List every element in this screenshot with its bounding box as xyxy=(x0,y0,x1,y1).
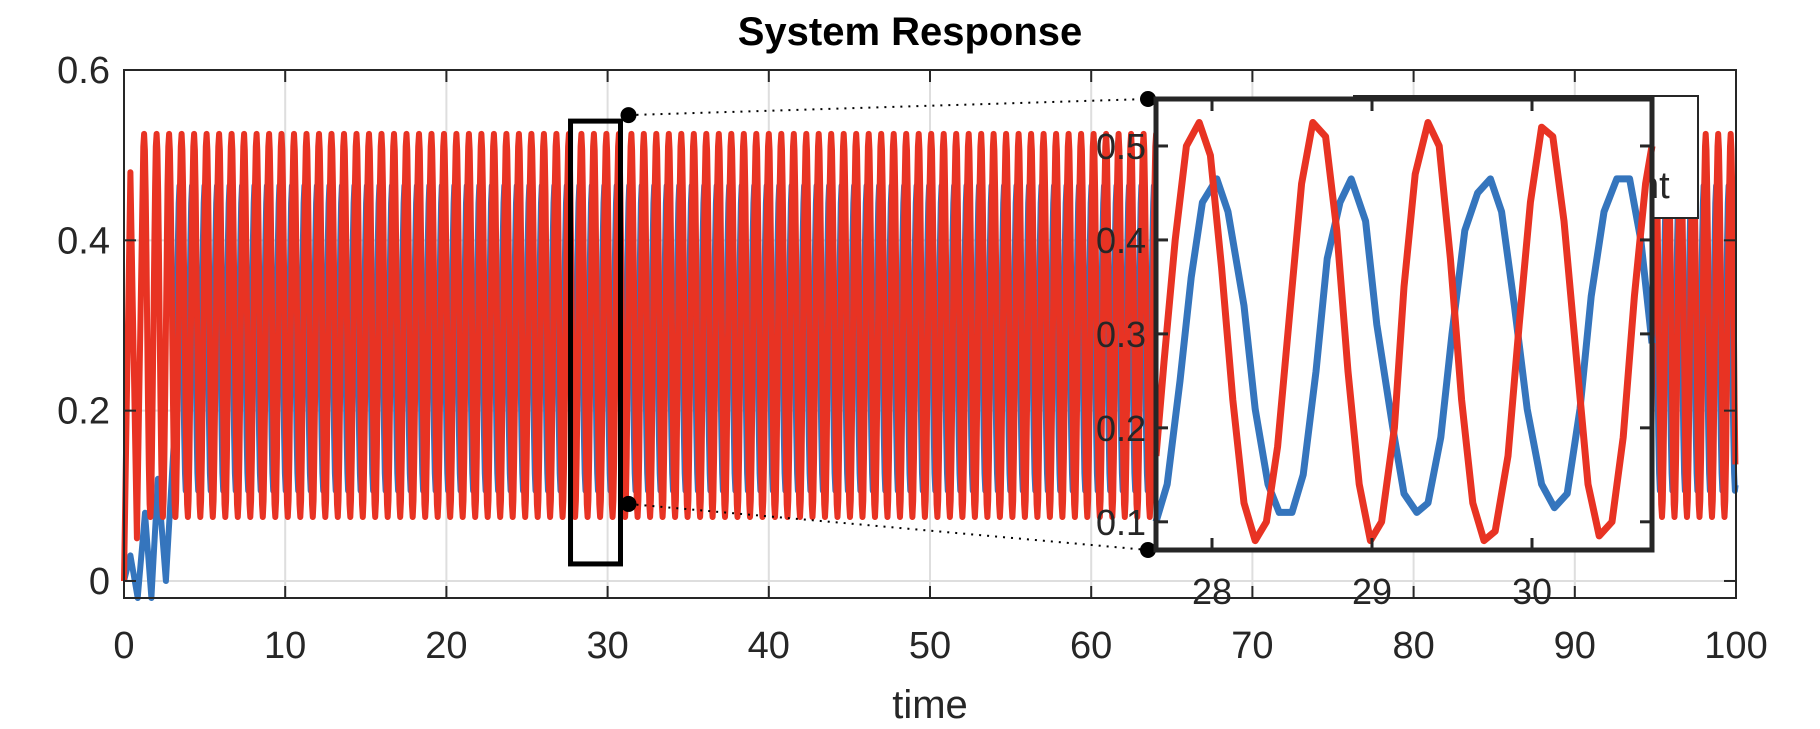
inset-y-tick-label: 0.5 xyxy=(1096,126,1146,167)
connector-line xyxy=(628,98,1149,117)
x-tick-label: 80 xyxy=(1392,625,1434,667)
inset-y-tick-label: 0.4 xyxy=(1096,220,1146,261)
zoom-region-box xyxy=(568,118,623,567)
x-tick-label: 30 xyxy=(586,625,628,667)
inset-y-tick-label: 0.2 xyxy=(1096,408,1146,449)
inset-y-tick-label: 0.1 xyxy=(1096,502,1146,543)
connector-dot xyxy=(620,495,637,512)
x-tick-label: 70 xyxy=(1231,625,1273,667)
connector-dot xyxy=(1140,542,1156,558)
x-tick-label: 40 xyxy=(748,625,790,667)
inset-axis-ticks: 28 29 30 0.1 0.2 0.3 0.4 0.5 xyxy=(1096,99,1652,612)
connector-dot xyxy=(1140,91,1156,107)
inset-x-tick-label: 28 xyxy=(1192,571,1232,612)
inset-x-tick-label: 29 xyxy=(1352,571,1392,612)
inset-series-group xyxy=(1152,119,1656,545)
inset-series-line-red xyxy=(1152,119,1656,545)
inset-frame xyxy=(1153,96,1655,553)
zoom-connector-lines xyxy=(620,91,1156,558)
x-axis-label: time xyxy=(892,683,968,724)
y-tick-label: 0.4 xyxy=(57,220,110,262)
chart-title: System Response xyxy=(738,10,1083,54)
inset-x-tick-label: 30 xyxy=(1512,571,1552,612)
y-tick-label: 0 xyxy=(89,561,110,603)
y-tick-label: 0.2 xyxy=(57,391,110,433)
x-tick-label: 50 xyxy=(909,625,951,667)
x-tick-label: 20 xyxy=(425,625,467,667)
inset-series-line-blue xyxy=(1152,175,1656,523)
inset-y-tick-label: 0.3 xyxy=(1096,314,1146,355)
x-tick-label: 100 xyxy=(1704,625,1767,667)
inset-axes: 28 29 30 0.1 0.2 0.3 0.4 0.5 xyxy=(1096,96,1656,612)
connector-dot xyxy=(620,107,637,124)
x-tick-label: 10 xyxy=(264,625,306,667)
x-tick-label: 60 xyxy=(1070,625,1112,667)
x-tick-label: 90 xyxy=(1554,625,1596,667)
main-axis-ticks: 0 10 20 30 40 50 60 70 80 90 100 0 0.2 0.4 0.6 xyxy=(57,50,1768,667)
y-tick-label: 0.6 xyxy=(57,50,110,92)
x-tick-label: 0 xyxy=(113,625,134,667)
